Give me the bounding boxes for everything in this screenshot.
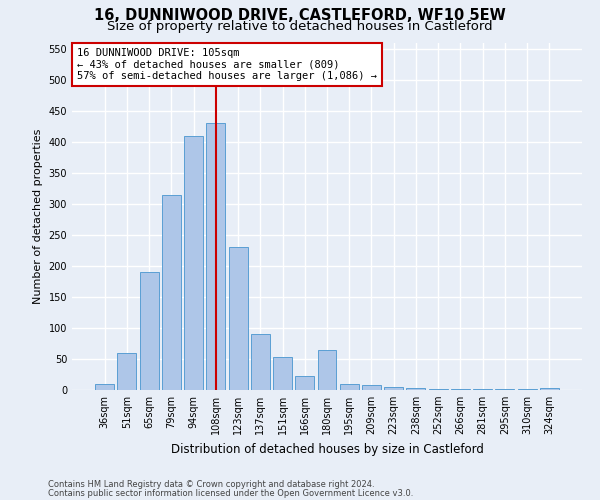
Bar (162, 194, 181, 390)
Bar (273, 357, 292, 390)
Bar (406, 388, 425, 390)
Bar (362, 385, 381, 390)
Bar (140, 272, 158, 390)
Bar (429, 389, 448, 390)
Bar (95, 384, 114, 390)
Text: 16 DUNNIWOOD DRIVE: 105sqm
← 43% of detached houses are smaller (809)
57% of sem: 16 DUNNIWOOD DRIVE: 105sqm ← 43% of deta… (77, 48, 377, 81)
Bar (184, 136, 203, 390)
Bar (118, 353, 136, 390)
Bar (295, 376, 314, 390)
Y-axis label: Number of detached properties: Number of detached properties (33, 128, 43, 304)
Text: Contains HM Land Registry data © Crown copyright and database right 2024.: Contains HM Land Registry data © Crown c… (48, 480, 374, 489)
Bar (229, 248, 248, 390)
Bar (317, 350, 337, 390)
Text: Contains public sector information licensed under the Open Government Licence v3: Contains public sector information licen… (48, 489, 413, 498)
X-axis label: Distribution of detached houses by size in Castleford: Distribution of detached houses by size … (170, 442, 484, 456)
Text: 16, DUNNIWOOD DRIVE, CASTLEFORD, WF10 5EW: 16, DUNNIWOOD DRIVE, CASTLEFORD, WF10 5E… (94, 8, 506, 22)
Bar (384, 387, 403, 390)
Bar (206, 123, 225, 390)
Text: Size of property relative to detached houses in Castleford: Size of property relative to detached ho… (107, 20, 493, 33)
Bar (251, 334, 270, 390)
Bar (340, 384, 359, 390)
Bar (540, 388, 559, 390)
